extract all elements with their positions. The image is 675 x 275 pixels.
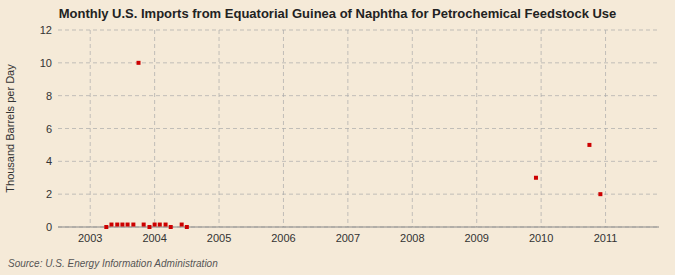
x-tick-label: 2009 [464, 232, 488, 244]
y-tick-label: 12 [40, 24, 52, 36]
point [180, 223, 184, 227]
x-tick-label: 2011 [594, 232, 618, 244]
x-tick-label: 2007 [336, 232, 360, 244]
point [104, 225, 108, 229]
point [115, 223, 119, 227]
tick-labels: 2003 2004 2005 2006 2007 2008 2009 2010 2011 0 2 4 6… [40, 24, 618, 244]
grid-line-y [58, 30, 659, 31]
point [587, 143, 591, 147]
grid-line-x [283, 30, 284, 227]
point [164, 223, 168, 227]
point [158, 223, 162, 227]
source-note: Source: U.S. Energy Information Administ… [8, 258, 218, 269]
grid-line-x [90, 30, 91, 227]
point [598, 192, 602, 196]
grid [58, 30, 659, 227]
y-tick-label: 8 [46, 90, 52, 102]
y-axis-label: Thousand Barrels per Day [4, 64, 16, 193]
point [131, 223, 135, 227]
x-tick-label: 2010 [529, 232, 553, 244]
chart: 2003 2004 2005 2006 2007 2008 2009 2010 2011 0 2 4 6… [0, 0, 675, 275]
point [120, 223, 124, 227]
grid-line-x [154, 30, 155, 227]
grid-line-x [476, 30, 477, 227]
grid-line-x [347, 30, 348, 227]
x-tick-label: 2008 [400, 232, 424, 244]
point [185, 225, 189, 229]
point [169, 225, 173, 229]
x-tick-label: 2004 [142, 232, 166, 244]
grid-line-x [541, 30, 542, 227]
point [109, 223, 113, 227]
y-tick-label: 0 [46, 221, 52, 233]
point [153, 223, 157, 227]
x-tick-label: 2003 [78, 232, 102, 244]
background [0, 0, 675, 275]
grid-line-y [58, 194, 659, 195]
y-tick-label: 2 [46, 188, 52, 200]
grid-line-x [412, 30, 413, 227]
point [142, 223, 146, 227]
x-tick-label: 2006 [271, 232, 295, 244]
grid-line-y [58, 128, 659, 129]
grid-line-y [58, 95, 659, 96]
grid-line-x [219, 30, 220, 227]
grid-line-y [58, 62, 659, 63]
grid-line-x [605, 30, 606, 227]
grid-line-y [58, 161, 659, 162]
y-tick-label: 4 [46, 155, 52, 167]
y-tick-label: 6 [46, 123, 52, 135]
point [147, 225, 151, 229]
point [534, 176, 538, 180]
point [126, 223, 130, 227]
x-tick-label: 2005 [207, 232, 231, 244]
title: Monthly U.S. Imports from Equatorial Gui… [59, 6, 617, 21]
y-tick-label: 10 [40, 57, 52, 69]
points [104, 61, 602, 229]
point [137, 61, 141, 65]
